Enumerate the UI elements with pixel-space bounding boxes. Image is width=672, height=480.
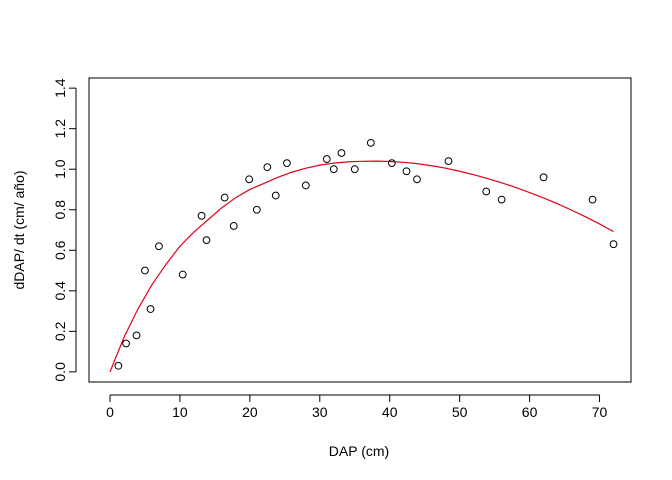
y-tick-label: 0.8: [52, 200, 68, 220]
data-point: [229, 222, 238, 230]
x-tick-label: 20: [242, 404, 258, 420]
data-point: [301, 181, 310, 190]
x-tick-label: 50: [452, 404, 468, 420]
fitted-curve-layer: [109, 160, 614, 373]
data-point: [146, 305, 155, 313]
data-point: [263, 163, 272, 172]
data-point: [283, 159, 291, 168]
data-point: [413, 175, 421, 184]
y-tick-label: 1.4: [52, 78, 68, 98]
data-point: [588, 195, 597, 204]
y-axis-title: dDAP/ dt (cm/ año): [11, 170, 27, 289]
x-tick-label: 40: [382, 404, 398, 420]
y-tick-label: 0.2: [52, 321, 68, 341]
data-point: [387, 159, 396, 168]
data-point: [337, 149, 346, 157]
fitted-curve: [109, 160, 614, 373]
data-point: [141, 266, 149, 275]
x-tick-label: 10: [172, 404, 188, 420]
data-point: [609, 240, 618, 249]
data-point: [482, 187, 491, 196]
y-axis: 0.0 0.2 0.4 0.6 0.8 1.0 1.2 1.4: [52, 78, 77, 382]
data-point: [539, 173, 548, 182]
data-point: [350, 165, 359, 174]
x-tick-label: 70: [592, 404, 608, 420]
data-point: [114, 361, 123, 370]
y-tick-label: 0.6: [52, 240, 68, 260]
data-point: [155, 242, 163, 251]
data-point: [497, 195, 506, 204]
data-point: [202, 236, 211, 245]
x-tick-label: 60: [522, 404, 538, 420]
data-point: [444, 157, 453, 165]
x-tick-label: 30: [312, 404, 328, 420]
x-tick-label: 0: [106, 404, 114, 420]
y-tick-label: 1.0: [52, 159, 68, 179]
data-point: [122, 339, 130, 348]
data-point: [178, 270, 187, 279]
data-point: [220, 193, 229, 202]
plot-frame: [88, 77, 632, 383]
y-tick-label: 0.0: [52, 362, 68, 382]
data-point: [402, 167, 411, 176]
data-point: [366, 138, 375, 147]
data-point: [329, 165, 338, 174]
data-point: [322, 155, 331, 163]
data-point: [132, 331, 141, 340]
data-point: [252, 205, 261, 214]
data-points-layer: [114, 138, 618, 370]
x-axis-title: DAP (cm): [329, 443, 389, 459]
data-point: [245, 175, 254, 184]
data-point: [271, 191, 280, 200]
y-tick-label: 0.4: [52, 281, 68, 301]
data-point: [197, 211, 206, 220]
x-axis: 0 10 20 30 40 50 60 70: [106, 394, 608, 420]
y-tick-label: 1.2: [52, 119, 68, 139]
